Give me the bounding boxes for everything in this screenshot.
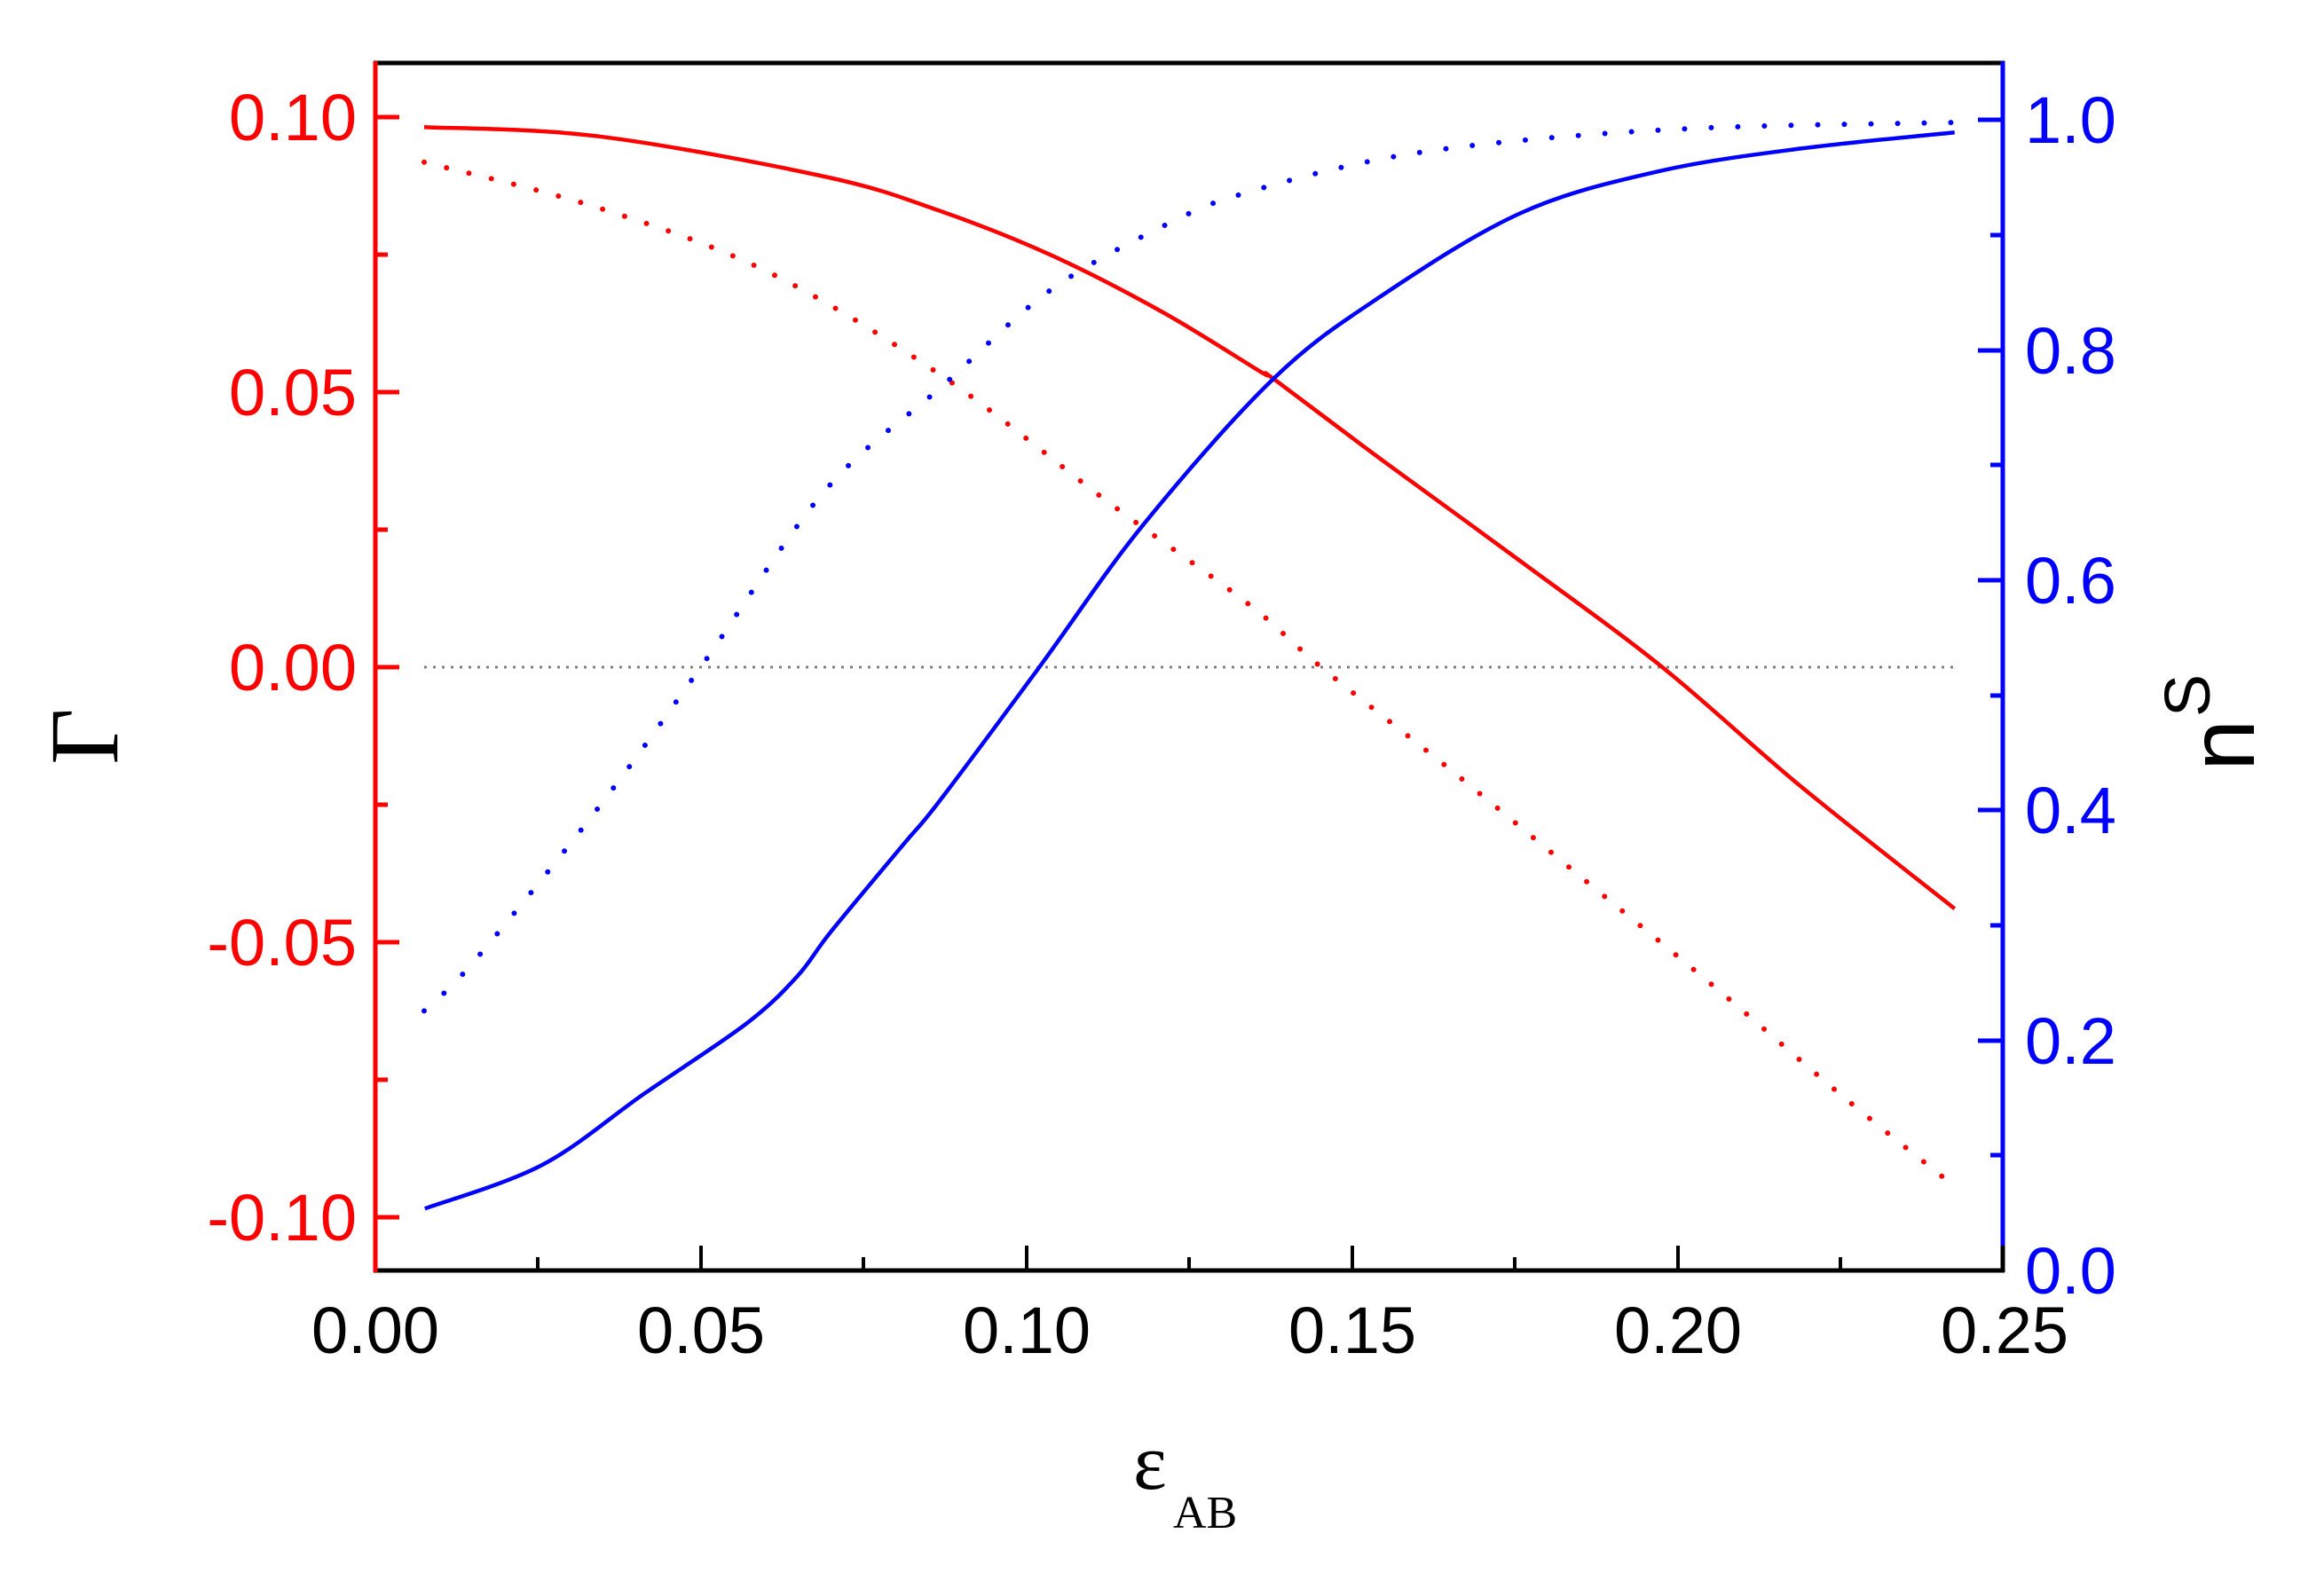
x-tick-label: 0.00 [311, 1294, 439, 1367]
right-axis-title-main: n [2171, 720, 2274, 771]
right-axis-title-subscript: S [2153, 674, 2224, 717]
x-tick-label: 0.25 [1941, 1294, 2068, 1367]
right-tick-label: 0.8 [2025, 314, 2116, 388]
gamma-solid-curve [423, 124, 1957, 910]
left-tick-labels: 0.10 0.05 0.00 -0.05 -0.10 [207, 81, 357, 1255]
right-tick-labels: 1.0 0.8 0.6 0.4 0.2 0.0 [2025, 83, 2116, 1308]
x-tick-label: 0.05 [637, 1294, 765, 1367]
x-axis-title-subscript: AB [1173, 1488, 1237, 1538]
gamma-dotted-curve [421, 159, 1958, 1190]
x-axis-ticks [536, 1246, 1842, 1270]
x-tick-label: 0.20 [1614, 1294, 1742, 1367]
right-tick-label: 1.0 [2025, 83, 2116, 157]
left-tick-label: -0.10 [207, 1181, 357, 1255]
left-tick-label: 0.05 [229, 356, 357, 429]
right-tick-label: 0.4 [2025, 774, 2116, 847]
right-y-axis [1978, 61, 2005, 1246]
x-tick-label: 0.15 [1288, 1294, 1416, 1367]
ns-solid-curve [424, 130, 1955, 1211]
right-tick-label: 0.2 [2025, 1004, 2116, 1078]
x-tick-labels: 0.00 0.05 0.10 0.15 0.20 0.25 [311, 1294, 2068, 1367]
x-axis-title: ε AB [1133, 1419, 1237, 1538]
left-tick-label: 0.10 [229, 81, 357, 154]
right-axis-title: n S [2153, 674, 2274, 771]
x-axis-title-main: ε [1133, 1419, 1167, 1506]
left-tick-label: -0.05 [207, 906, 357, 979]
ns-dotted-curve [421, 120, 1958, 1014]
left-axis-title: Γ [30, 708, 138, 765]
left-tick-label: 0.00 [229, 631, 357, 704]
left-y-axis [373, 61, 399, 1272]
plot-series [421, 120, 1958, 1211]
x-tick-label: 0.10 [963, 1294, 1091, 1367]
right-tick-label: 0.6 [2025, 544, 2116, 617]
right-tick-label: 0.0 [2025, 1234, 2116, 1308]
